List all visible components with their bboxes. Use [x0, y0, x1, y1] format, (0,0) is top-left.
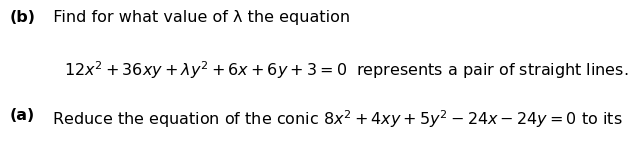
Text: Find for what value of λ the equation: Find for what value of λ the equation — [43, 10, 351, 25]
Text: $12x^2 + 36xy + \lambda y^2 + 6x + 6y + 3 = 0$  represents a pair of straight li: $12x^2 + 36xy + \lambda y^2 + 6x + 6y + … — [64, 59, 629, 81]
Text: (a): (a) — [10, 108, 35, 123]
Text: (b): (b) — [10, 10, 35, 25]
Text: Reduce the equation of the conic $8x^2 + 4xy + 5y^2 - 24x - 24y = 0$ to its: Reduce the equation of the conic $8x^2 +… — [42, 108, 623, 130]
